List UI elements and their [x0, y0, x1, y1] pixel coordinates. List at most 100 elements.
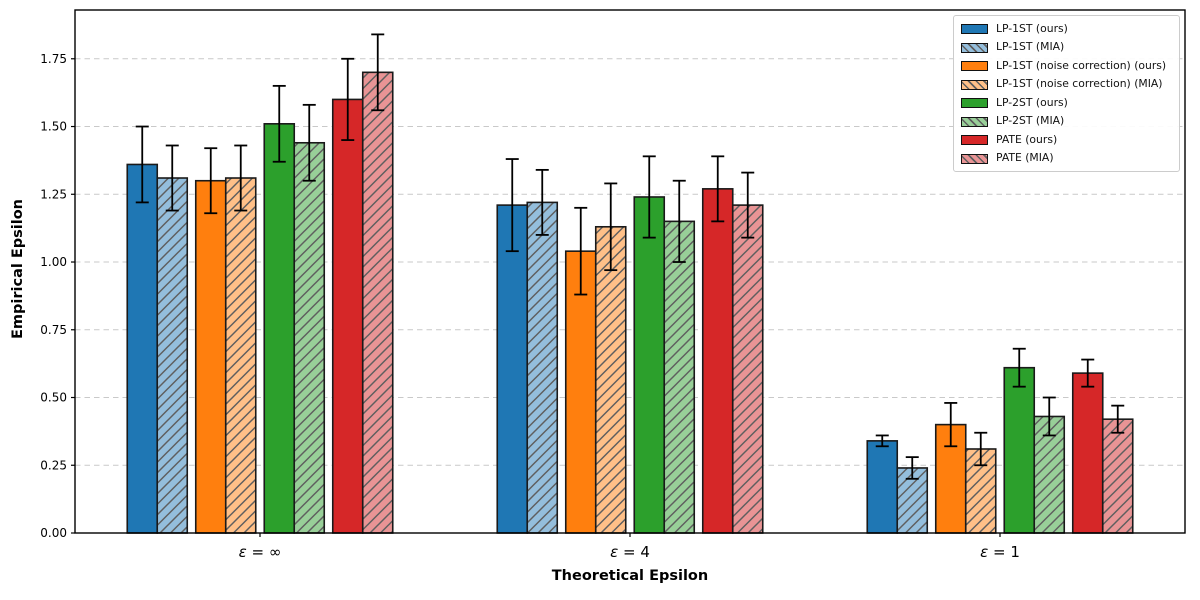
- bar-2-group-0: [194, 179, 227, 534]
- bar-7-group-1: [731, 204, 764, 534]
- legend-patch-solid: [961, 61, 988, 72]
- error-bar: [341, 57, 355, 141]
- bar-6-group-1: [701, 188, 734, 534]
- error-bar: [165, 144, 179, 212]
- bar-fill: [127, 164, 158, 534]
- x-tick-label: ε = 1: [980, 543, 1020, 561]
- legend-patch-hatched: [961, 116, 988, 127]
- legend-item: LP-1ST (noise correction) (MIA): [961, 76, 1172, 94]
- bar-0-group-1: [496, 204, 529, 534]
- bar-5-group-1: [663, 220, 696, 534]
- bar-7-group-2: [1101, 418, 1134, 534]
- bar-1-group-0: [156, 177, 189, 534]
- error-bar: [905, 456, 919, 480]
- bar-fill: [332, 99, 363, 534]
- legend-label: LP-2ST (MIA): [996, 114, 1065, 128]
- bar-hatch: [157, 178, 188, 533]
- bar-2-group-2: [934, 423, 967, 534]
- error-bar: [1012, 347, 1026, 388]
- x-tick-label: ε = ∞: [239, 543, 282, 561]
- legend-item: LP-2ST (ours): [961, 94, 1172, 112]
- bar-hatch: [595, 226, 626, 533]
- bar-hatch: [732, 205, 763, 533]
- legend-patch-solid: [961, 135, 988, 146]
- bar-fill: [634, 196, 665, 533]
- x-axis-label: Theoretical Epsilon: [551, 568, 709, 584]
- error-bar: [302, 103, 316, 182]
- y-tick-label: 1.25: [40, 187, 67, 201]
- legend-item: LP-2ST (MIA): [961, 113, 1172, 131]
- error-bar: [741, 171, 755, 239]
- legend-patch-hatched: [961, 79, 988, 90]
- x-tick-label: ε = 4: [610, 543, 650, 561]
- error-bar: [371, 33, 385, 112]
- bar-0-group-0: [126, 163, 159, 534]
- error-bar: [875, 434, 889, 448]
- error-bar: [204, 147, 218, 215]
- bar-hatch: [527, 202, 558, 533]
- bar-fill: [702, 188, 733, 534]
- error-bar: [272, 84, 286, 163]
- error-bar: [944, 402, 958, 448]
- bar-3-group-1: [594, 225, 627, 534]
- error-bar: [642, 155, 656, 239]
- legend-patch-solid: [961, 98, 988, 109]
- error-bar: [1081, 358, 1095, 388]
- legend-patch-solid: [961, 24, 988, 35]
- bar-hatch: [1102, 419, 1133, 533]
- y-tick-label: 0.00: [40, 526, 67, 540]
- legend-label: LP-1ST (noise correction) (ours): [996, 58, 1167, 72]
- bar-3-group-0: [224, 177, 257, 534]
- legend-label: LP-1ST (ours): [996, 21, 1068, 35]
- y-tick-label: 0.25: [40, 458, 67, 472]
- y-tick-label: 1.50: [40, 120, 67, 134]
- bar-7-group-0: [361, 71, 394, 534]
- bar-fill: [565, 251, 596, 534]
- legend-item: PATE (ours): [961, 131, 1172, 149]
- legend-item: LP-1ST (noise correction) (ours): [961, 57, 1172, 75]
- bar-fill: [195, 180, 226, 533]
- error-bar: [1111, 404, 1125, 434]
- error-bar: [535, 168, 549, 236]
- error-bar: [135, 125, 149, 204]
- y-tick-label: 0.75: [40, 323, 67, 337]
- bar-fill: [497, 205, 528, 533]
- bar-4-group-2: [1003, 366, 1036, 534]
- bar-fill: [1004, 367, 1035, 533]
- bar-fill: [1072, 373, 1103, 533]
- legend: LP-1ST (ours) LP-1ST (MIA) LP-1ST (noise c…: [953, 15, 1180, 172]
- bar-hatch: [225, 178, 256, 533]
- error-bar: [711, 155, 725, 223]
- y-tick-label: 1.00: [40, 255, 67, 269]
- error-bar: [1042, 396, 1056, 437]
- error-bar: [672, 179, 686, 263]
- legend-patch-hatched: [961, 153, 988, 164]
- legend-label: PATE (ours): [996, 132, 1058, 146]
- error-bar: [234, 144, 248, 212]
- bar-3-group-2: [964, 448, 997, 534]
- bar-hatch: [664, 221, 695, 534]
- bar-0-group-2: [866, 440, 899, 534]
- bar-fill: [264, 123, 295, 533]
- legend-label: PATE (MIA): [996, 151, 1054, 165]
- legend-item: LP-1ST (MIA): [961, 39, 1172, 57]
- legend-item: PATE (MIA): [961, 150, 1172, 168]
- legend-label: LP-2ST (ours): [996, 95, 1068, 109]
- error-bar: [974, 431, 988, 467]
- y-tick-label: 0.50: [40, 391, 67, 405]
- error-bar: [505, 158, 519, 253]
- legend-patch-hatched: [961, 42, 988, 53]
- legend-label: LP-1ST (MIA): [996, 40, 1065, 54]
- bar-6-group-2: [1071, 372, 1104, 534]
- y-axis-label: Empirical Epsilon: [10, 198, 26, 340]
- bar-6-group-0: [331, 98, 364, 534]
- bar-5-group-0: [293, 141, 326, 534]
- bar-hatch: [294, 142, 325, 533]
- legend-item: LP-1ST (ours): [961, 20, 1172, 38]
- bar-1-group-1: [526, 201, 559, 534]
- error-bar: [604, 182, 618, 272]
- legend-label: LP-1ST (noise correction) (MIA): [996, 77, 1163, 91]
- y-tick-label: 1.75: [40, 52, 67, 66]
